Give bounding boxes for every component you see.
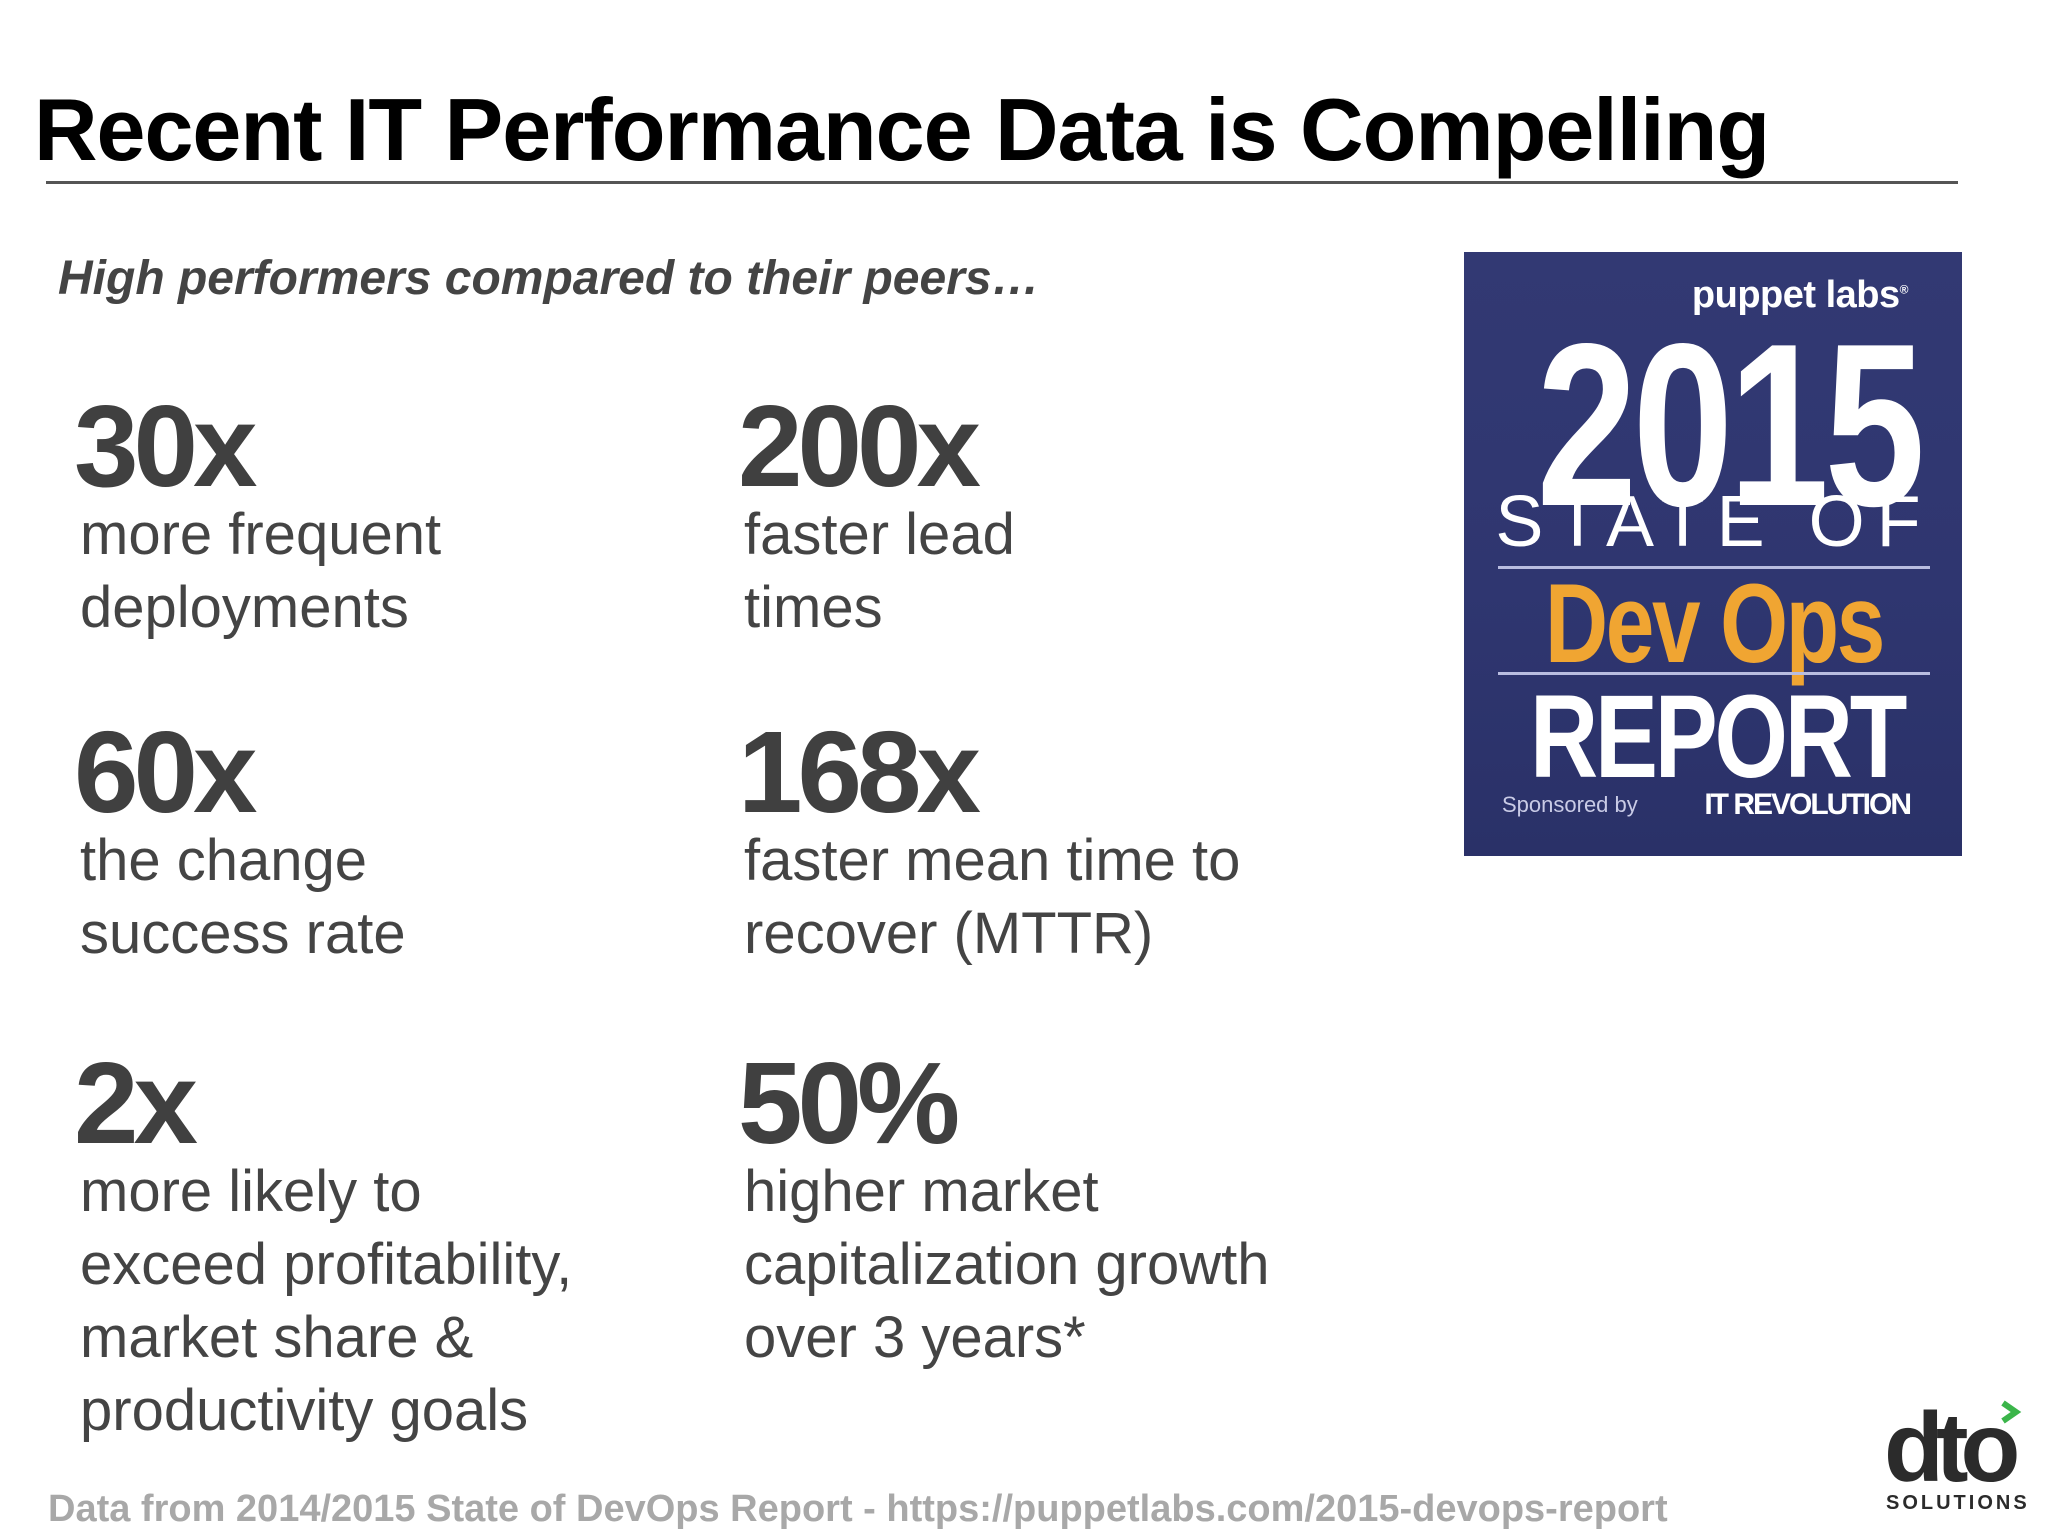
- stat-description-line: times: [744, 575, 883, 640]
- stat-description-line: capitalization growth: [744, 1232, 1270, 1297]
- stat-deployments: 30x more frequent deployments: [74, 388, 441, 644]
- report-cover-image: puppet labs® 2015 STATE OF Dev Ops REPOR…: [1464, 252, 1962, 856]
- report-brand: puppet labs®: [1691, 274, 1909, 316]
- stat-description-line: faster mean time to: [744, 828, 1241, 893]
- stat-lead-times: 200x faster lead times: [738, 388, 1015, 644]
- report-divider: [1498, 672, 1930, 675]
- stat-description-line: market share &: [80, 1305, 474, 1370]
- report-divider: [1498, 566, 1930, 569]
- stat-description-line: higher market: [744, 1159, 1099, 1224]
- report-brand-text: puppet labs: [1691, 274, 1900, 316]
- stat-mttr: 168x faster mean time to recover (MTTR): [738, 714, 1240, 970]
- report-sponsored-by: Sponsored by: [1502, 792, 1638, 817]
- stat-market-cap: 50% higher market capitalization growth …: [738, 1045, 1270, 1374]
- stat-value: 30x: [74, 381, 258, 511]
- logo-wordmark: dto: [1884, 1392, 2020, 1502]
- dto-solutions-logo: dto SOLUTIONS: [1884, 1392, 2030, 1518]
- stat-description: faster mean time to recover (MTTR): [738, 824, 1240, 970]
- stat-change-success: 60x the change success rate: [74, 714, 406, 970]
- stat-description-line: more likely to: [80, 1159, 422, 1224]
- stat-description-line: more frequent: [80, 502, 442, 567]
- slide-subtitle: High performers compared to their peers…: [58, 252, 1040, 305]
- stat-profitability: 2x more likely to exceed profitability, …: [74, 1045, 572, 1447]
- report-word: REPORT: [1530, 671, 1907, 803]
- stat-description-line: the change: [80, 828, 368, 893]
- stat-description-line: deployments: [80, 575, 409, 640]
- stat-description: more frequent deployments: [74, 498, 441, 644]
- source-footnote: Data from 2014/2015 State of DevOps Repo…: [48, 1488, 1668, 1530]
- stat-value: 168x: [738, 707, 981, 837]
- slide-title: Recent IT Performance Data is Compelling: [34, 80, 1770, 179]
- report-devops: Dev Ops: [1544, 561, 1885, 686]
- logo-subtitle: SOLUTIONS: [1886, 1492, 2030, 1514]
- stat-description-line: exceed profitability,: [80, 1232, 573, 1297]
- stat-value: 60x: [74, 707, 258, 837]
- stat-description: higher market capitalization growth over…: [738, 1155, 1270, 1374]
- title-underline: [46, 181, 1958, 184]
- stat-description: more likely to exceed profitability, mar…: [74, 1155, 572, 1447]
- stat-value: 2x: [74, 1038, 198, 1168]
- stat-description: faster lead times: [738, 498, 1015, 644]
- stat-description-line: recover (MTTR): [744, 901, 1154, 966]
- stat-description-line: over 3 years*: [744, 1305, 1086, 1370]
- stat-description-line: productivity goals: [80, 1378, 529, 1443]
- stat-value: 200x: [738, 381, 981, 511]
- chevron-right-icon: [2001, 1400, 2022, 1424]
- stat-description: the change success rate: [74, 824, 406, 970]
- report-year: 2015: [1536, 296, 1926, 555]
- stat-description-line: faster lead: [744, 502, 1015, 567]
- stat-value: 50%: [738, 1038, 960, 1168]
- stat-description-line: success rate: [80, 901, 406, 966]
- report-state-of: STATE OF: [1495, 482, 1933, 562]
- report-sponsor: IT REVOLUTION: [1704, 788, 1912, 821]
